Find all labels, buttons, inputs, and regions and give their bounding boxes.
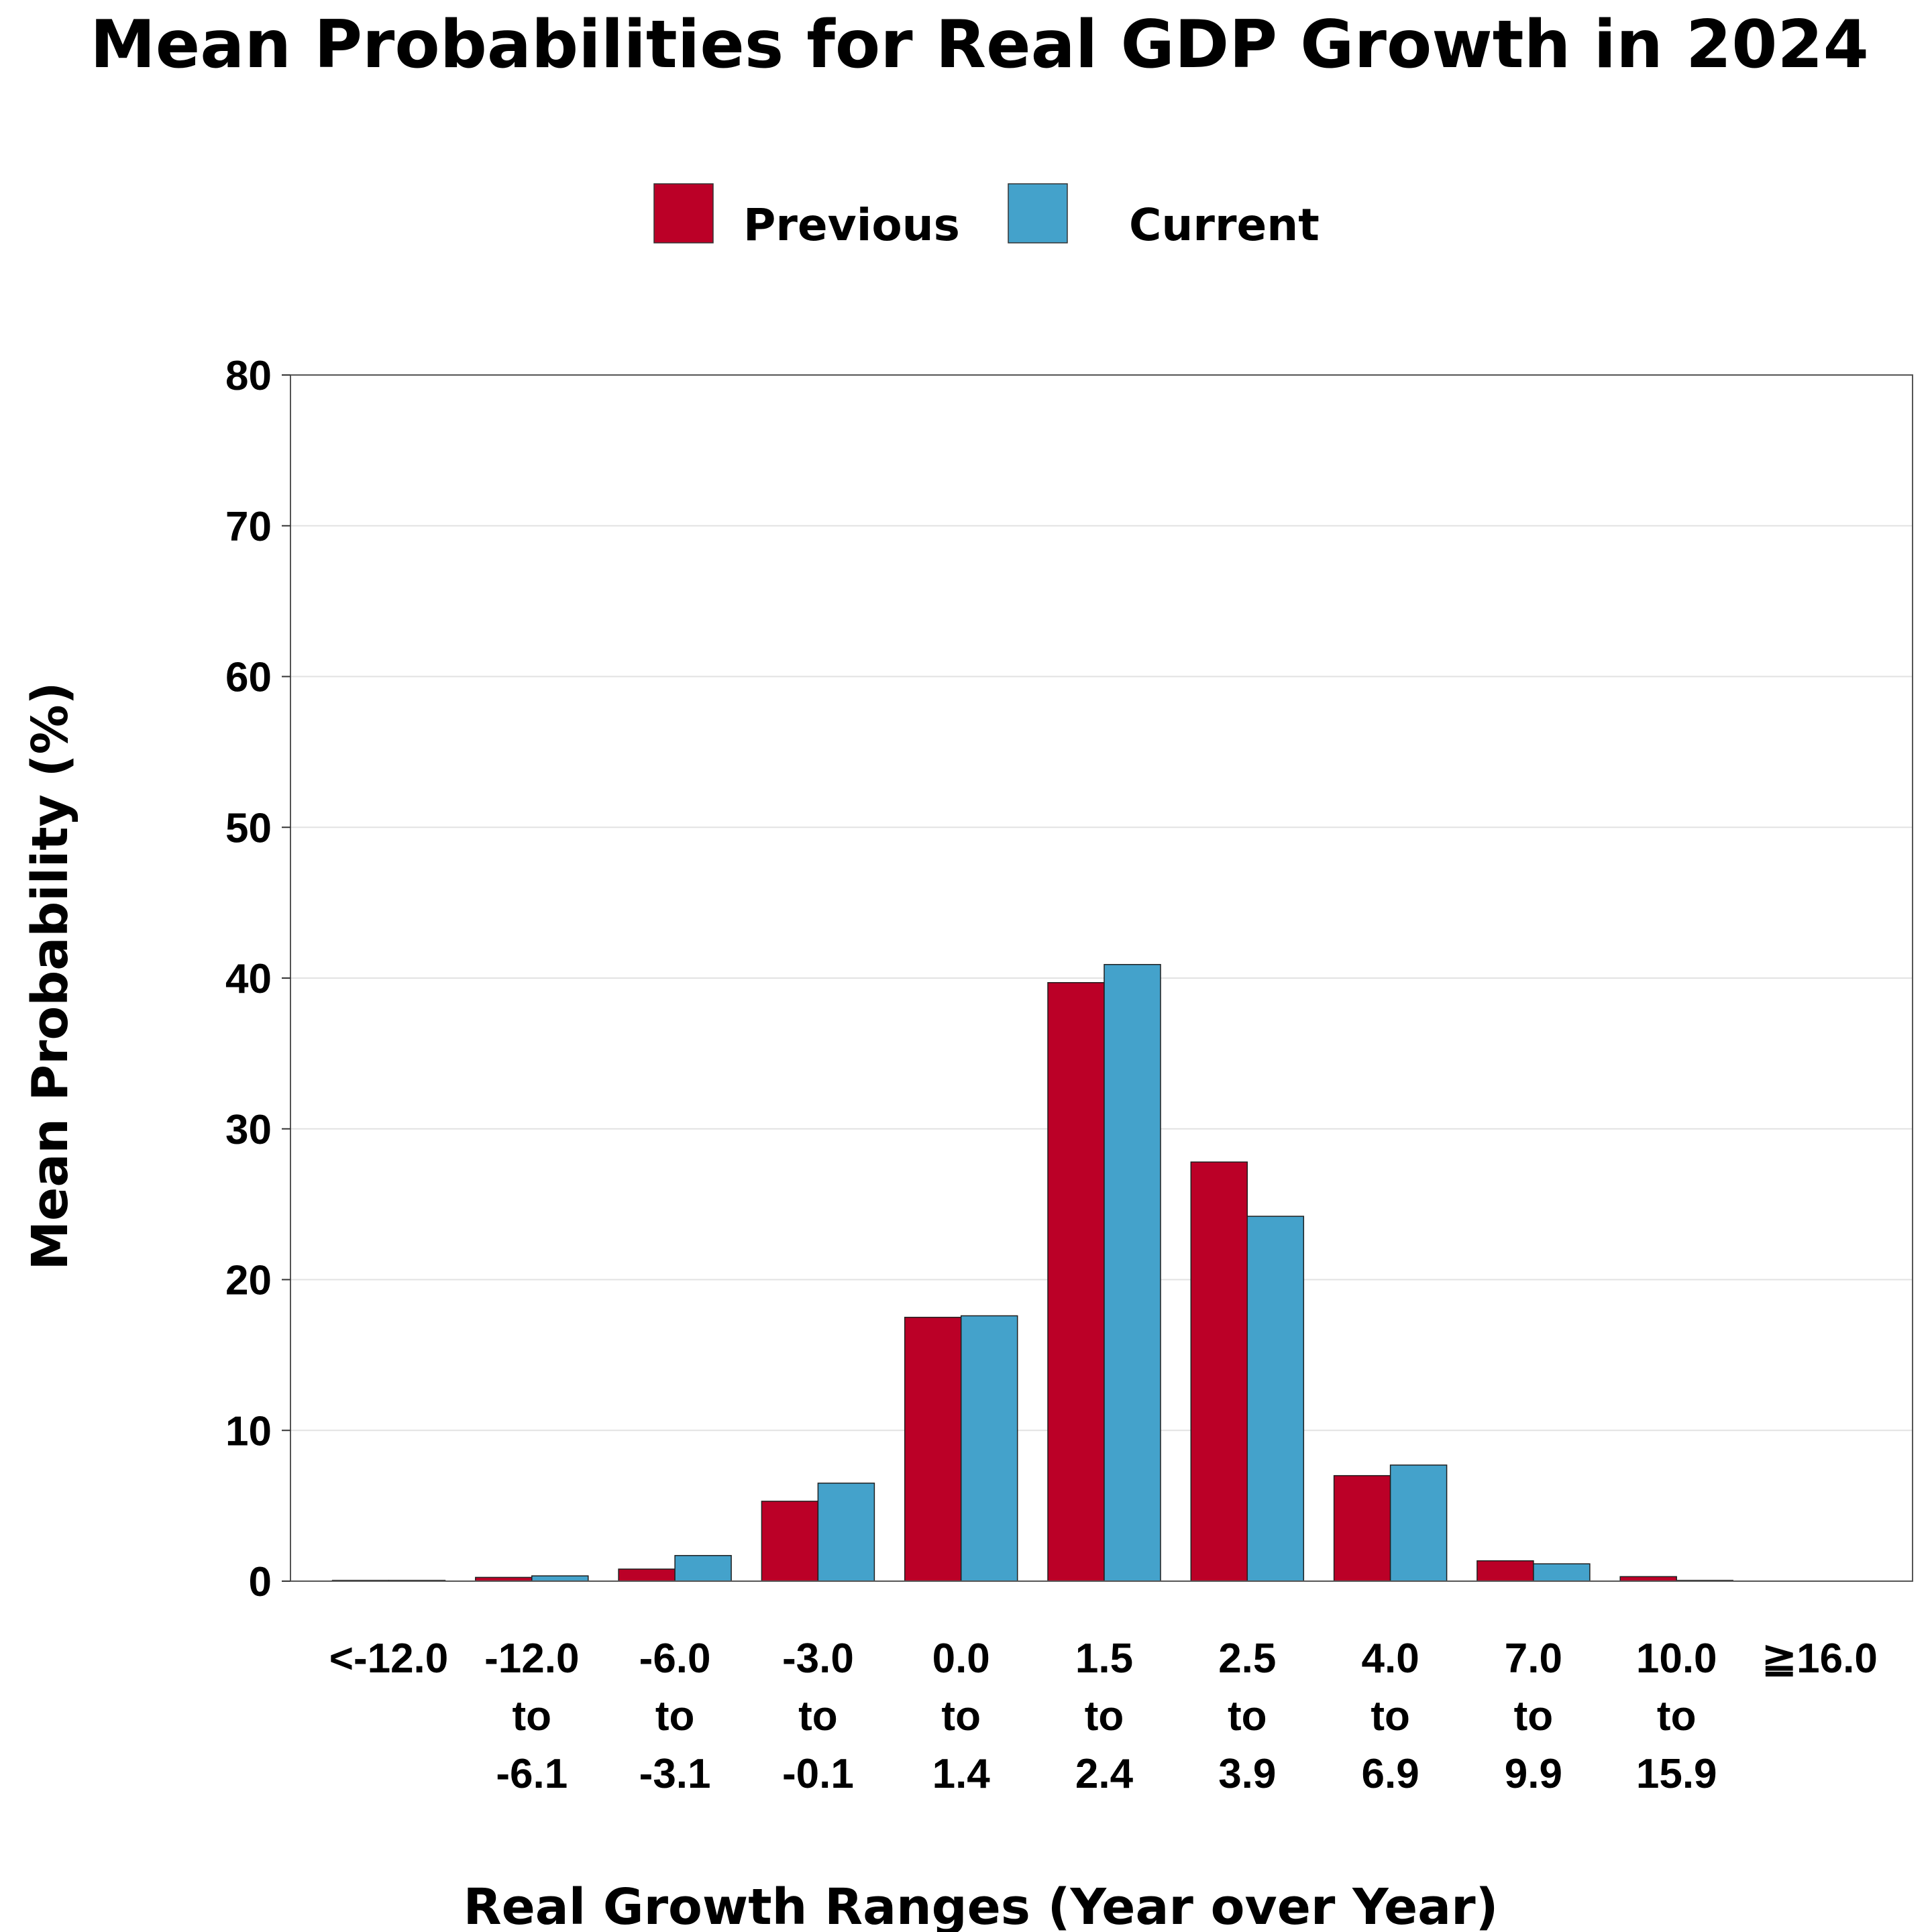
y-tick-label: 10	[225, 1408, 272, 1454]
chart-title: Mean Probabilities for Real GDP Growth i…	[90, 7, 1869, 83]
bar-previous	[1047, 981, 1105, 1582]
x-tick-label: ≧16.0	[1762, 1635, 1878, 1682]
x-tick-label: 7.0	[1505, 1635, 1562, 1682]
x-tick-label: <-12.0	[329, 1635, 449, 1682]
x-tick-label: -6.1	[496, 1751, 568, 1797]
x-tick-label: 4.0	[1361, 1635, 1419, 1682]
y-tick-label: 50	[225, 805, 272, 851]
x-tick-label: -12.0	[484, 1635, 579, 1682]
bar-current	[1104, 964, 1161, 1582]
bar-current	[1389, 1464, 1448, 1582]
bar-previous	[618, 1568, 676, 1582]
x-tick-label: 3.9	[1218, 1751, 1276, 1797]
bar-previous	[904, 1316, 962, 1582]
x-tick-label: to	[655, 1693, 695, 1739]
bar-previous	[761, 1501, 819, 1582]
legend-swatch-current	[1008, 183, 1068, 244]
bar-current	[1246, 1216, 1305, 1582]
legend-label-current: Current	[1129, 199, 1320, 251]
x-tick-label: 6.9	[1361, 1751, 1419, 1797]
x-tick-label: 0.0	[932, 1635, 990, 1682]
bar-previous	[1333, 1474, 1391, 1582]
legend-label-previous: Previous	[743, 199, 960, 251]
bar-current	[960, 1315, 1018, 1582]
x-tick-label: to	[1371, 1693, 1410, 1739]
bar-current	[674, 1555, 732, 1582]
y-tick-label: 20	[225, 1258, 272, 1304]
legend: Previous Current	[653, 183, 1320, 251]
bar-previous	[1477, 1560, 1534, 1582]
x-tick-label: 2.4	[1075, 1751, 1134, 1797]
x-tick-label: -6.0	[639, 1635, 711, 1682]
bar-previous	[1190, 1161, 1248, 1582]
y-tick-label: 70	[225, 504, 272, 550]
x-tick-label: 2.5	[1218, 1635, 1276, 1682]
x-tick-label: to	[798, 1693, 838, 1739]
y-axis-ticks: 0 10 20 30 40 50 60 70 80	[225, 353, 290, 1605]
y-tick-label: 40	[225, 956, 272, 1002]
y-tick-label: 60	[225, 655, 272, 701]
x-tick-label: to	[941, 1693, 981, 1739]
y-tick-label: 0	[249, 1559, 272, 1605]
y-axis-title: Mean Probability (%)	[21, 682, 79, 1271]
y-tick-label: 80	[225, 353, 272, 399]
x-tick-label: -0.1	[782, 1751, 854, 1797]
x-tick-label: 10.0	[1636, 1635, 1717, 1682]
x-tick-label: to	[1085, 1693, 1124, 1739]
legend-swatch-previous	[653, 183, 714, 244]
x-tick-label: 1.4	[932, 1751, 991, 1797]
x-tick-label: 9.9	[1505, 1751, 1562, 1797]
x-tick-label: -3.1	[639, 1751, 711, 1797]
y-tick-label: 30	[225, 1107, 272, 1153]
bars	[331, 964, 1733, 1582]
x-axis-ticks: <-12.0 -12.0 to -6.1 -6.0 to -3.1 -3.0 to -0.1 0.0…	[329, 1635, 1878, 1797]
x-tick-label: 1.5	[1075, 1635, 1133, 1682]
bar-current	[1533, 1563, 1591, 1582]
bar-current	[531, 1575, 589, 1582]
bar-previous	[1619, 1576, 1677, 1582]
x-tick-label: -3.0	[782, 1635, 854, 1682]
x-tick-label: 15.9	[1636, 1751, 1717, 1797]
x-tick-label: to	[513, 1693, 552, 1739]
x-tick-label: to	[1657, 1693, 1697, 1739]
x-axis-title: Real Growth Ranges (Year over Year)	[464, 1878, 1499, 1932]
x-tick-label: to	[1514, 1693, 1554, 1739]
x-tick-label: to	[1228, 1693, 1267, 1739]
bar-current	[817, 1483, 875, 1582]
